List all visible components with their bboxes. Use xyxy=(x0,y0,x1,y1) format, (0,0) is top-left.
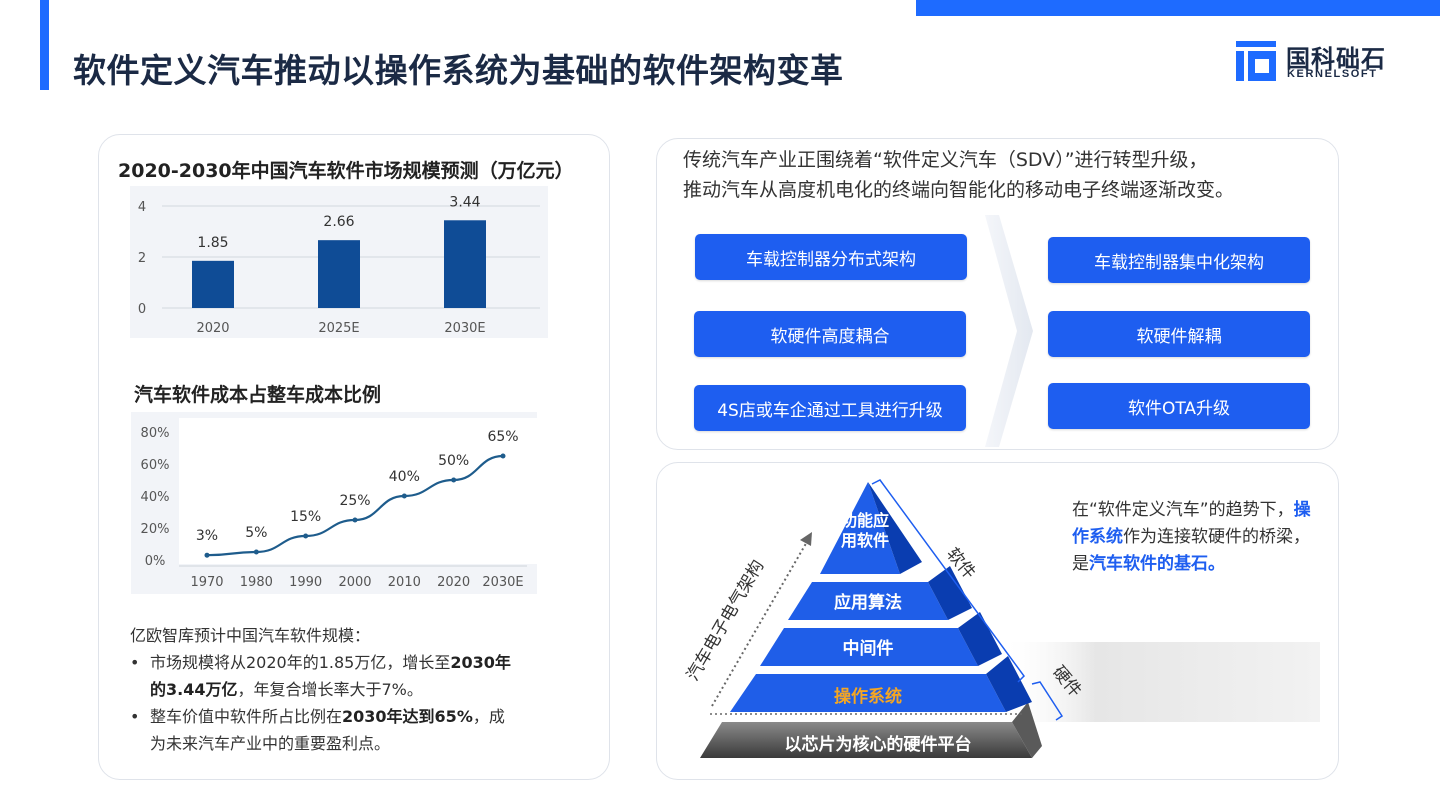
logo-text-en: KERNELSOFT xyxy=(1287,68,1378,80)
transition-arrow-icon xyxy=(985,215,1033,447)
layer-middleware-shape xyxy=(760,628,978,666)
bar-2025E xyxy=(318,240,360,308)
line-value-label: 65% xyxy=(487,429,518,445)
bar-y-tick-label: 4 xyxy=(138,200,146,215)
layer-algorithms-label: 应用算法 xyxy=(834,592,902,613)
line-category-label: 1970 xyxy=(190,575,223,590)
hardware-platform-label: 以芯片为核心的硬件平台 xyxy=(785,734,972,755)
line-point-1990 xyxy=(303,533,309,539)
pill-ota-upgrade: 软件OTA升级 xyxy=(1048,383,1310,429)
line-value-label: 15% xyxy=(290,509,321,525)
line-y-tick-label: 20% xyxy=(141,522,170,537)
accent-bar-left xyxy=(40,0,49,90)
bar-value-label: 2.66 xyxy=(323,214,354,230)
layer-apps-label-1: 功能应 xyxy=(841,511,889,530)
accent-bar-top xyxy=(916,0,1440,16)
bar-2030E xyxy=(444,220,486,308)
transition-intro: 传统汽车产业正围绕着“软件定义汽车（SDV）”进行转型升级， 推动汽车从高度机电… xyxy=(683,145,1323,205)
line-category-label: 2030E xyxy=(482,575,523,590)
bar-y-tick-label: 0 xyxy=(138,302,146,317)
market-size-bar-chart: 0 2 4 1.85 2020 2.66 2025E 3.44 2030E xyxy=(130,186,548,338)
layer-apps-label-2: 用软件 xyxy=(841,531,889,550)
bar-value-label: 3.44 xyxy=(449,194,480,210)
page-title: 软件定义汽车推动以操作系统为基础的软件架构变革 xyxy=(73,51,844,90)
floor-shadow xyxy=(1000,642,1320,722)
bar-category-label: 2025E xyxy=(318,321,359,336)
bar-chart-title: 2020-2030年中国汽车软件市场规模预测（万亿元） xyxy=(118,160,574,182)
layer-os-label: 操作系统 xyxy=(834,686,902,707)
line-y-tick-label: 0% xyxy=(145,554,166,569)
bar-category-label: 2030E xyxy=(444,321,485,336)
forecast-notes: 亿欧智库预计中国汽车软件规模： 市场规模将从2020年的1.85万亿，增长至20… xyxy=(130,622,570,757)
line-category-label: 2000 xyxy=(338,575,371,590)
kernelsoft-logo-icon xyxy=(1236,41,1276,81)
line-point-1980 xyxy=(253,549,259,555)
layer-apps-shape xyxy=(820,482,900,574)
pill-distributed-architecture: 车载控制器分布式架构 xyxy=(695,234,967,280)
pill-decoupled: 软硬件解耦 xyxy=(1048,311,1310,357)
logo: 国科础石 KERNELSOFT xyxy=(1236,41,1406,83)
layer-os-shape xyxy=(730,674,1006,712)
line-value-label: 50% xyxy=(438,453,469,469)
line-value-label: 25% xyxy=(339,493,370,509)
axis-arrow-line xyxy=(711,539,809,707)
line-value-label: 3% xyxy=(196,528,218,544)
notes-bullet-1: 市场规模将从2020年的1.85万亿，增长至2030年的3.44万亿，年复合增长… xyxy=(130,649,570,703)
axis-arrow-head-icon xyxy=(800,532,812,546)
line-y-tick-label: 80% xyxy=(141,426,170,441)
line-point-2010 xyxy=(401,493,407,499)
architecture-pyramid: 以芯片为核心的硬件平台 操作系统 中间件 应用算法 功能应 用软件 汽车电子电气… xyxy=(683,479,1320,758)
line-category-label: 2010 xyxy=(388,575,421,590)
line-y-tick-label: 40% xyxy=(141,490,170,505)
line-chart-title: 汽车软件成本占整车成本比例 xyxy=(134,384,382,406)
layer-algorithms-shape xyxy=(788,582,948,620)
logo-text-cn: 国科础石 xyxy=(1286,45,1386,73)
intro-line-1: 传统汽车产业正围绕着“软件定义汽车（SDV）”进行转型升级， xyxy=(683,149,1208,171)
pill-4s-upgrade: 4S店或车企通过工具进行升级 xyxy=(694,385,966,431)
pill-centralized-architecture: 车载控制器集中化架构 xyxy=(1048,237,1310,283)
line-point-1970 xyxy=(204,552,210,558)
layer-middleware-label: 中间件 xyxy=(843,638,894,659)
line-value-label: 5% xyxy=(245,525,267,541)
hardware-base-shape xyxy=(700,722,1032,758)
line-category-label: 1990 xyxy=(289,575,322,590)
notes-intro: 亿欧智库预计中国汽车软件规模： xyxy=(130,626,371,645)
line-point-2030E xyxy=(500,453,506,459)
bar-y-tick-label: 2 xyxy=(138,251,146,266)
line-value-label: 40% xyxy=(389,469,420,485)
line-y-tick-label: 60% xyxy=(141,458,170,473)
hardware-bracket xyxy=(1031,681,1064,721)
pill-coupled: 软硬件高度耦合 xyxy=(694,311,966,357)
intro-line-2: 推动汽车从高度机电化的终端向智能化的移动电子终端逐渐改变。 xyxy=(683,179,1235,201)
os-cornerstone-note: 在“软件定义汽车”的趋势下，操作系统作为连接软硬件的桥梁，是汽车软件的基石。 xyxy=(1072,500,1311,574)
software-bracket xyxy=(871,479,1025,683)
line-point-2020 xyxy=(451,477,457,483)
line-point-2000 xyxy=(352,517,358,523)
bar-2020 xyxy=(192,260,234,308)
axis-label: 汽车电子电气架构 xyxy=(683,557,768,685)
software-cost-line-chart: 0% 20% 40% 60% 80% 3% 1970 5% 1980 15% 1990 25% 2000… xyxy=(131,412,537,594)
bar-category-label: 2020 xyxy=(196,321,229,336)
line-category-label: 2020 xyxy=(437,575,470,590)
line-category-label: 1980 xyxy=(240,575,273,590)
bar-value-label: 1.85 xyxy=(197,235,228,251)
